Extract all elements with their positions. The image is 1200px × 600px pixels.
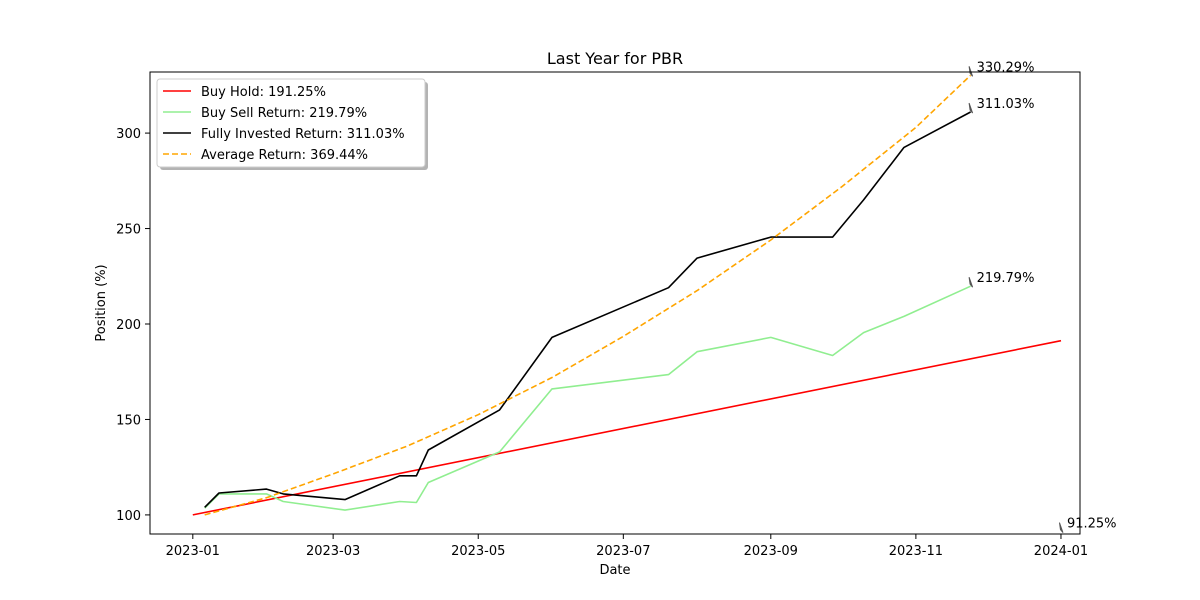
y-tick-label: 200	[116, 318, 141, 333]
annotation-arrow	[968, 102, 974, 114]
annotation-label: 91.25%	[1067, 517, 1117, 532]
annotation-label: 311.03%	[977, 97, 1035, 112]
series-line-1	[192, 339, 1062, 516]
annotation-arrow	[968, 66, 974, 77]
series-line-3	[204, 111, 971, 508]
x-tick-label: 2023-11	[889, 544, 943, 559]
x-tick-label: 2023-03	[306, 544, 360, 559]
y-tick-label: 150	[116, 413, 141, 428]
series-layer	[192, 74, 1062, 516]
x-tick-label: 2024-01	[1034, 544, 1088, 559]
chart-title: Last Year for PBR	[547, 49, 683, 68]
y-axis-title: Position (%)	[94, 264, 109, 341]
x-tick-label: 2023-09	[744, 544, 798, 559]
legend-label-3: Fully Invested Return: 311.03%	[201, 127, 405, 142]
legend: Buy Hold: 191.25% Buy Sell Return: 219.79…	[156, 78, 428, 170]
annotation-label: 219.79%	[977, 271, 1035, 286]
y-tick-label: 300	[116, 127, 141, 142]
x-axis-title: Date	[599, 563, 630, 578]
annotation-arrow	[1058, 522, 1064, 533]
annotation-arrow	[968, 277, 974, 288]
x-tick-label: 2023-07	[596, 544, 650, 559]
y-axis: 100 150 200 250 300	[116, 127, 150, 524]
x-tick-label: 2023-01	[166, 544, 220, 559]
y-tick-label: 100	[116, 509, 141, 524]
legend-box	[156, 78, 426, 168]
annotation-label: 330.29%	[977, 60, 1035, 75]
x-axis: 2023-01 2023-03 2023-05 2023-07 2023-09 2023-…	[166, 534, 1088, 559]
y-tick-label: 250	[116, 223, 141, 238]
plot-frame	[149, 71, 1081, 535]
legend-label-2: Buy Sell Return: 219.79%	[201, 106, 367, 121]
series-line-4	[204, 74, 972, 516]
legend-label-4: Average Return: 369.44%	[201, 148, 368, 163]
series-line-2	[204, 285, 971, 511]
x-tick-label: 2023-05	[451, 544, 505, 559]
legend-label-1: Buy Hold: 191.25%	[201, 85, 326, 100]
